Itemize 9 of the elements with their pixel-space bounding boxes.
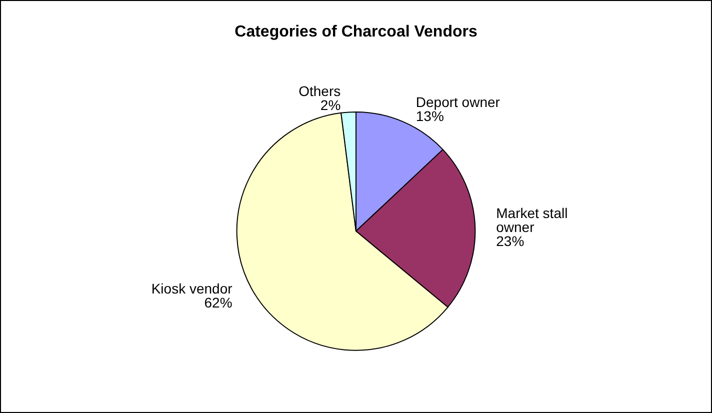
data-label: 2%	[320, 97, 341, 114]
data-label: 23%	[496, 232, 524, 249]
slice-label: Market stall owner	[496, 204, 572, 235]
slice-label: Kiosk vendor	[151, 280, 233, 296]
slice-label: Others	[298, 83, 341, 100]
data-label: 13%	[416, 108, 444, 124]
data-label: 62%	[204, 294, 232, 310]
slice-label: Deport owner	[416, 94, 500, 110]
chart-title: Categories of Charcoal Vendors	[234, 24, 478, 40]
